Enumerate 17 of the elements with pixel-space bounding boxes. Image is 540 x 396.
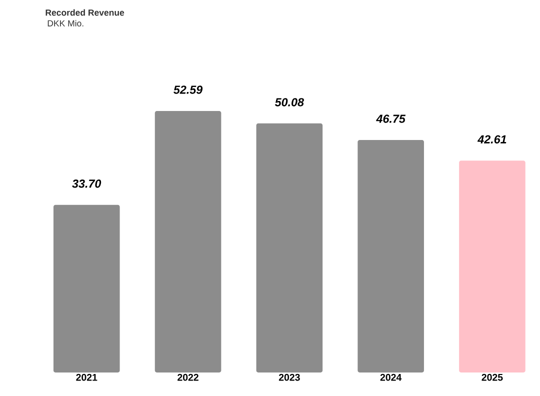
- bar: [154, 111, 222, 373]
- bar: [358, 140, 424, 373]
- bar: [53, 204, 120, 373]
- x-tick-label: 2021: [76, 374, 98, 381]
- x-tick-label: 2024: [380, 374, 402, 381]
- bar: [459, 160, 526, 373]
- data-label: 50.08: [274, 98, 304, 106]
- chart-subtitle: DKK Mio.: [48, 20, 84, 27]
- chart-title: Recorded Revenue: [46, 9, 124, 16]
- data-label: 33.70: [72, 180, 102, 188]
- data-label: 42.61: [477, 135, 506, 144]
- x-tick-label: 2022: [178, 374, 198, 381]
- x-tick-label: 2023: [278, 374, 300, 381]
- bar: [256, 123, 323, 373]
- x-tick-label: 2025: [482, 374, 503, 381]
- data-label: 52.59: [174, 86, 203, 94]
- data-label: 46.75: [376, 114, 406, 123]
